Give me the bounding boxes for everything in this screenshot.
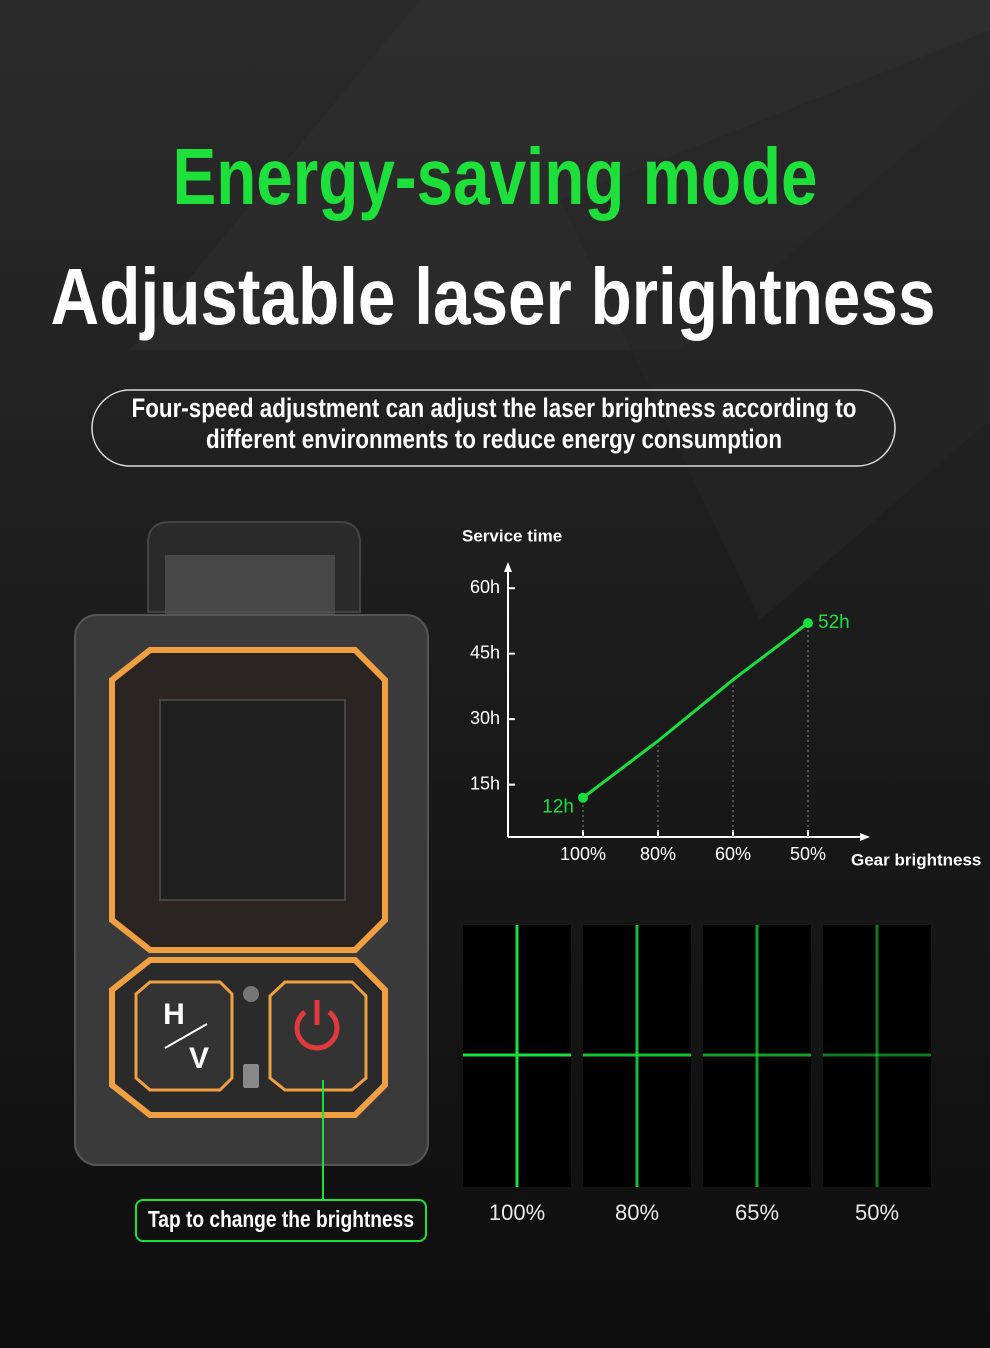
y-tick-label: 45h <box>470 642 500 662</box>
device-window <box>165 555 335 615</box>
power-icon <box>294 1010 340 1051</box>
series-line <box>582 621 809 799</box>
y-axis-label: Service time <box>462 526 562 545</box>
title: Energy-saving mode <box>173 132 818 221</box>
y-tick-label: 30h <box>470 708 500 728</box>
x-arrow <box>860 833 870 841</box>
x-axis-label: Gear brightness <box>851 850 981 869</box>
subtitle: Adjustable laser brightness <box>51 252 936 341</box>
panel-label: 100% <box>489 1200 545 1225</box>
description-line: different environments to reduce energy … <box>206 424 782 454</box>
series-point <box>578 792 588 803</box>
facet <box>560 30 990 620</box>
description-line: Four-speed adjustment can adjust the las… <box>132 393 857 423</box>
panel-label: 65% <box>735 1200 779 1225</box>
power-button <box>268 980 368 1092</box>
chart: Service time Gear brightness 15h 30h 45h 60h 1… <box>462 526 981 869</box>
y-tick-label: 15h <box>470 773 500 793</box>
value-label: 52h <box>818 612 850 633</box>
button-slash <box>164 1023 208 1049</box>
y-arrow <box>504 562 512 572</box>
x-tick-label: 100% <box>560 844 606 864</box>
value-label: 12h <box>542 797 574 818</box>
panel-label: 80% <box>615 1200 659 1225</box>
x-tick-label: 50% <box>790 844 826 864</box>
callout-box <box>135 1199 427 1242</box>
x-tick-label: 60% <box>715 844 751 864</box>
callout-text: Tap to change the brightness <box>148 1206 414 1232</box>
button-label: V <box>189 1042 209 1075</box>
device-panel <box>159 699 346 901</box>
y-tick-label: 60h <box>470 577 500 597</box>
brightness-panels: 100% 80% 65% 50% <box>463 925 931 1225</box>
button-label: H <box>163 998 185 1031</box>
x-tick-label: 80% <box>640 844 676 864</box>
indicator <box>243 986 259 1002</box>
device: H V Tap to change the brightness <box>74 521 429 1242</box>
series-point <box>803 618 813 629</box>
battery-icon <box>243 1064 259 1088</box>
description-pill <box>91 389 896 467</box>
panel-label: 50% <box>855 1200 899 1225</box>
